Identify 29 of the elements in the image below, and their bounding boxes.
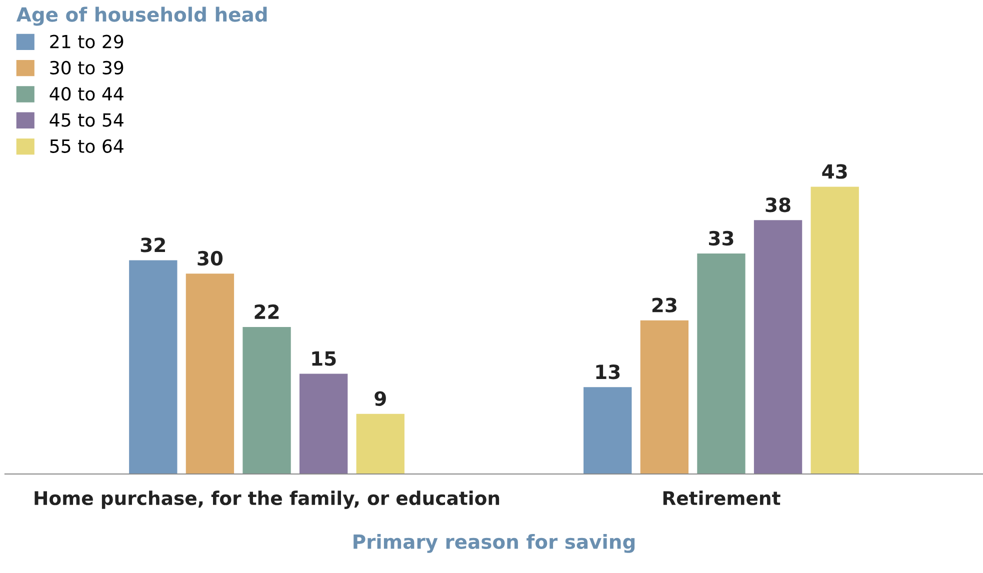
x-tick-label: Home purchase, for the family, or education xyxy=(34,490,500,509)
bar xyxy=(186,274,234,474)
x-axis-title: Primary reason for saving xyxy=(354,534,635,553)
bar xyxy=(242,327,291,474)
data-label: 9 xyxy=(374,391,386,406)
bar xyxy=(356,414,404,474)
legend-label: 45 to 54 xyxy=(50,113,124,127)
bar xyxy=(584,387,632,474)
data-label: 38 xyxy=(766,197,790,212)
legend-label: 30 to 39 xyxy=(50,60,124,75)
data-label: 33 xyxy=(709,230,734,246)
bar xyxy=(754,220,802,474)
data-label: 30 xyxy=(198,250,223,266)
bar xyxy=(299,374,348,474)
data-label: 15 xyxy=(312,351,336,366)
bar xyxy=(810,186,859,474)
data-label: 43 xyxy=(822,164,847,179)
bar xyxy=(640,320,689,474)
data-label: 32 xyxy=(140,238,165,252)
legend-label: 21 to 29 xyxy=(50,34,124,48)
data-label: 23 xyxy=(652,298,676,312)
data-label: 13 xyxy=(596,364,620,380)
x-tick-label: Retirement xyxy=(663,490,780,506)
legend-title: Age of household head xyxy=(16,6,267,26)
legend-label: 55 to 64 xyxy=(50,139,124,153)
data-label: 22 xyxy=(254,304,279,319)
bar xyxy=(697,254,746,474)
legend-label: 40 to 44 xyxy=(50,87,124,101)
bar xyxy=(129,260,178,474)
